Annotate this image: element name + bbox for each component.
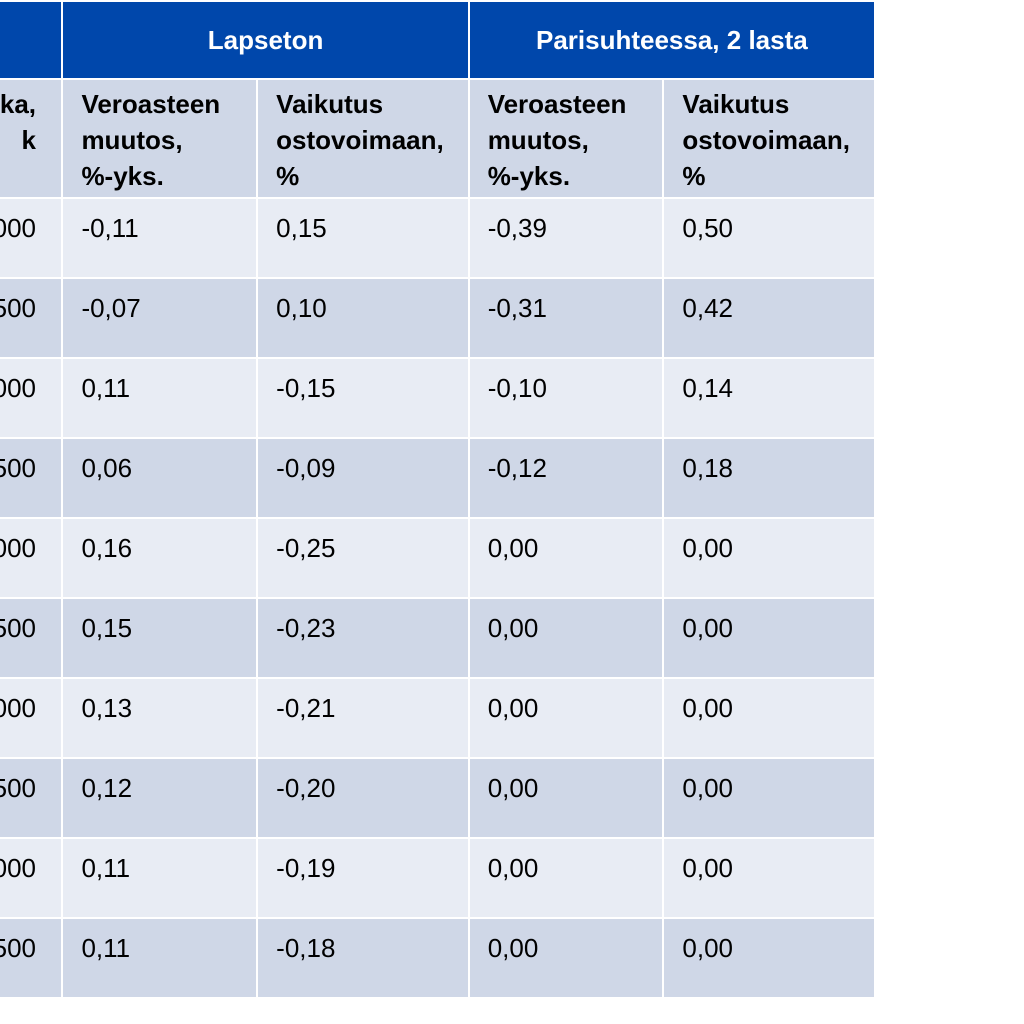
childless-purchasing-power-cell: -0,19 <box>256 837 470 919</box>
couple-tax-rate-change-cell: -0,10 <box>467 357 665 439</box>
childless-purchasing-power-cell: -0,21 <box>256 677 470 759</box>
childless-tax-rate-change-cell: 0,12 <box>61 757 259 839</box>
column-header-childless-tax-rate-change: Veroasteen muutos, %-yks. <box>61 78 259 199</box>
group-header-childless: Lapseton <box>61 0 470 80</box>
childless-tax-rate-change-cell: 0,06 <box>61 437 259 519</box>
childless-purchasing-power-cell: -0,25 <box>256 517 470 599</box>
income-cell: 500 <box>0 597 64 679</box>
couple-tax-rate-change-cell: -0,12 <box>467 437 665 519</box>
couple-purchasing-power-cell: 0,14 <box>662 357 876 439</box>
couple-tax-rate-change-cell: 0,00 <box>467 517 665 599</box>
income-cell: 000 <box>0 837 64 919</box>
group-header-couple-two-children: Parisuhteessa, 2 lasta <box>467 0 877 80</box>
couple-tax-rate-change-cell: 0,00 <box>467 837 665 919</box>
childless-tax-rate-change-cell: 0,13 <box>61 677 259 759</box>
table-row: 500-0,070,10-0,310,42 <box>0 277 876 359</box>
couple-purchasing-power-cell: 0,00 <box>662 517 876 599</box>
income-cell: 500 <box>0 437 64 519</box>
couple-tax-rate-change-cell: 0,00 <box>467 597 665 679</box>
group-header-row: Lapseton Parisuhteessa, 2 lasta <box>0 0 877 80</box>
income-cell: 000 <box>0 197 64 279</box>
couple-tax-rate-change-cell: -0,31 <box>467 277 665 359</box>
table-row: 000-0,110,15-0,390,50 <box>0 197 876 279</box>
table-body: 000-0,110,15-0,390,50500-0,070,10-0,310,… <box>0 197 876 999</box>
tax-effects-table: Lapseton Parisuhteessa, 2 lasta lkka, k … <box>0 0 877 999</box>
childless-tax-rate-change-cell: 0,11 <box>61 917 259 999</box>
childless-tax-rate-change-cell: 0,15 <box>61 597 259 679</box>
couple-tax-rate-change-cell: 0,00 <box>467 917 665 999</box>
childless-tax-rate-change-cell: 0,11 <box>61 357 259 439</box>
childless-purchasing-power-cell: -0,18 <box>256 917 470 999</box>
childless-tax-rate-change-cell: -0,07 <box>61 277 259 359</box>
childless-tax-rate-change-cell: 0,16 <box>61 517 259 599</box>
couple-tax-rate-change-cell: 0,00 <box>467 757 665 839</box>
couple-purchasing-power-cell: 0,00 <box>662 597 876 679</box>
income-cell: 500 <box>0 917 64 999</box>
couple-purchasing-power-cell: 0,50 <box>662 197 876 279</box>
childless-tax-rate-change-cell: -0,11 <box>61 197 259 279</box>
income-cell: 000 <box>0 517 64 599</box>
income-cell: 500 <box>0 757 64 839</box>
couple-tax-rate-change-cell: -0,39 <box>467 197 665 279</box>
couple-purchasing-power-cell: 0,18 <box>662 437 876 519</box>
couple-purchasing-power-cell: 0,00 <box>662 677 876 759</box>
group-header-income <box>0 0 64 80</box>
couple-purchasing-power-cell: 0,42 <box>662 277 876 359</box>
couple-tax-rate-change-cell: 0,00 <box>467 677 665 759</box>
couple-purchasing-power-cell: 0,00 <box>662 837 876 919</box>
column-header-income: lkka, k <box>0 78 64 199</box>
childless-purchasing-power-cell: -0,20 <box>256 757 470 839</box>
income-cell: 000 <box>0 357 64 439</box>
column-header-childless-purchasing-power: Vaikutus ostovoimaan, % <box>256 78 470 199</box>
childless-purchasing-power-cell: -0,23 <box>256 597 470 679</box>
column-header-couple-tax-rate-change: Veroasteen muutos, %-yks. <box>467 78 665 199</box>
childless-tax-rate-change-cell: 0,11 <box>61 837 259 919</box>
column-header-couple-purchasing-power: Vaikutus ostovoimaan, % <box>662 78 876 199</box>
income-cell: 000 <box>0 677 64 759</box>
column-header-row: lkka, k Veroasteen muutos, %-yks. Vaikut… <box>0 78 876 199</box>
childless-purchasing-power-cell: 0,10 <box>256 277 470 359</box>
couple-purchasing-power-cell: 0,00 <box>662 757 876 839</box>
childless-purchasing-power-cell: 0,15 <box>256 197 470 279</box>
couple-purchasing-power-cell: 0,00 <box>662 917 876 999</box>
childless-purchasing-power-cell: -0,15 <box>256 357 470 439</box>
income-cell: 500 <box>0 277 64 359</box>
childless-purchasing-power-cell: -0,09 <box>256 437 470 519</box>
